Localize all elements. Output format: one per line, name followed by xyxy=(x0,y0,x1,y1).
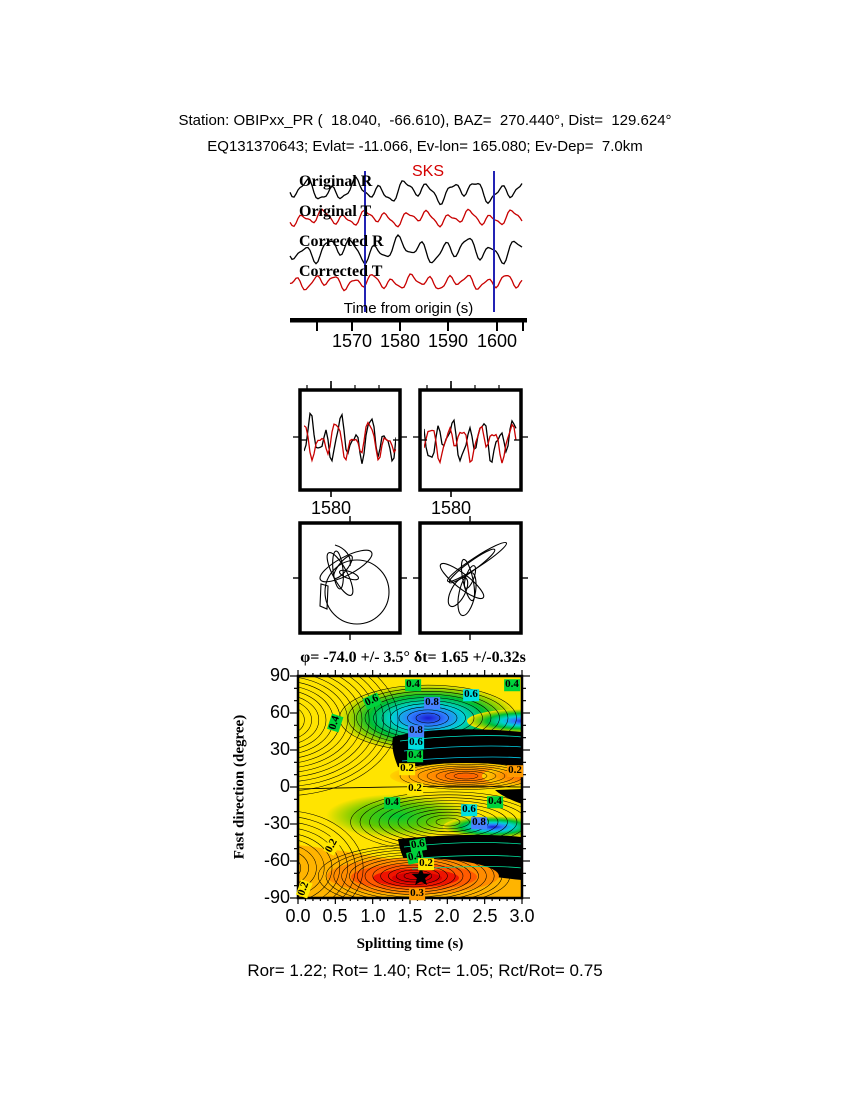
zoom-right-tick-label: 1580 xyxy=(430,498,472,518)
contour-label: 0.8 xyxy=(408,724,424,737)
surface-ytick-label: -90 xyxy=(263,887,290,907)
contour-label: 0.4 xyxy=(384,796,400,809)
surface-ytick-label: -60 xyxy=(263,850,290,870)
trace-label-corrected-t: Corrected T xyxy=(299,263,383,280)
contour-label: 0.6 xyxy=(461,803,477,816)
surface-ytick-label: -30 xyxy=(263,813,290,833)
time-axis-label: Time from origin (s) xyxy=(343,300,474,317)
contour-label: 0.6 xyxy=(408,736,424,749)
trace-label-corrected-r: Corrected R xyxy=(299,233,384,250)
particle-motion-curves xyxy=(319,541,508,625)
surface-xtick-label: 3.0 xyxy=(509,906,535,926)
zoom-left-tick-label: 1580 xyxy=(310,498,352,518)
trace-label-original-t: Original T xyxy=(299,203,372,220)
surface-ytick-label: 30 xyxy=(269,739,290,759)
time-tick-label: 1570 xyxy=(331,331,373,351)
contour-label: 0.4 xyxy=(504,678,520,691)
error-surface-xlabel: Splitting time (s) xyxy=(356,936,464,952)
surface-xtick-label: 0.5 xyxy=(322,906,348,926)
surface-ytick-label: 90 xyxy=(269,665,290,685)
phase-label-sks: SKS xyxy=(412,163,445,180)
station-info-line: Station: OBIPxx_PR ( 18.040, -66.610), B… xyxy=(178,112,672,129)
contour-label: 0.2 xyxy=(407,782,423,795)
surface-xtick-label: 1.5 xyxy=(397,906,423,926)
trace-label-original-r: Original R xyxy=(299,173,373,190)
surface-xtick-label: 0.0 xyxy=(285,906,311,926)
contour-label: 0.2 xyxy=(507,764,523,777)
contour-label: 0.2 xyxy=(399,762,415,775)
time-tick-label: 1580 xyxy=(379,331,421,351)
contour-label: 0.6 xyxy=(463,688,479,701)
error-surface-title: φ= -74.0 +/- 3.5° δt= 1.65 +/-0.32s xyxy=(300,649,526,666)
surface-ytick-label: 0 xyxy=(279,776,290,796)
contour-label: 0.4 xyxy=(407,749,423,762)
contour-label: 0.8 xyxy=(424,696,440,709)
contour-label: 0.4 xyxy=(405,678,421,691)
time-tick-label: 1600 xyxy=(476,331,518,351)
results-line: Ror= 1.22; Rot= 1.40; Rct= 1.05; Rct/Rot… xyxy=(247,961,603,980)
contour-label: 0.2 xyxy=(418,857,434,870)
hodogram-box-right xyxy=(418,521,523,635)
event-info-line: EQ131370643; Evlat= -11.066, Ev-lon= 165… xyxy=(207,138,643,155)
contour-label: 0.3 xyxy=(409,887,425,900)
contour-label: 0.8 xyxy=(471,816,487,829)
dynamic-line-art xyxy=(289,171,530,904)
surface-xtick-label: 1.0 xyxy=(360,906,386,926)
surface-xtick-label: 2.5 xyxy=(472,906,498,926)
best-solution-star xyxy=(411,867,431,886)
time-tick-label: 1590 xyxy=(427,331,469,351)
contour-label: 0.4 xyxy=(487,795,503,808)
surface-ytick-label: 60 xyxy=(269,702,290,722)
error-surface-map xyxy=(298,676,522,898)
surface-xtick-label: 2.0 xyxy=(434,906,460,926)
